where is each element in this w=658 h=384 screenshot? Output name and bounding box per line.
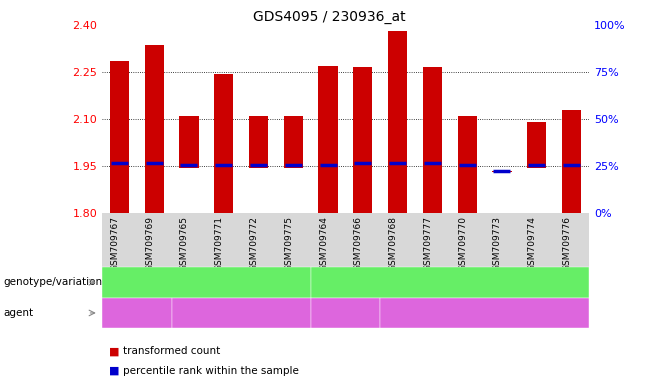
Text: tamoxifen: tamoxifen [107,306,166,319]
Bar [423,67,442,213]
Bar [318,66,338,213]
Bar [284,116,303,168]
Text: control: control [429,276,470,289]
Text: GSM709772: GSM709772 [249,216,259,271]
Text: GSM709776: GSM709776 [563,216,572,271]
Text: ■: ■ [109,346,119,356]
Text: GSM709777: GSM709777 [423,216,432,271]
Bar [249,116,268,168]
Bar [214,74,234,213]
Text: GSM709773: GSM709773 [493,216,502,271]
Bar [145,45,164,213]
Bar [492,171,511,172]
Bar [457,116,477,213]
Text: tamoxifen: tamoxifen [316,306,375,319]
Text: SRC1 knockdown: SRC1 knockdown [156,276,257,289]
Bar [562,110,581,213]
Text: GSM709769: GSM709769 [145,216,154,271]
Text: untreated: untreated [455,306,514,319]
Text: GSM709765: GSM709765 [180,216,189,271]
Bar [110,61,129,213]
Text: GSM709764: GSM709764 [319,216,328,271]
Bar [527,122,546,168]
Text: GSM709775: GSM709775 [284,216,293,271]
Text: GSM709774: GSM709774 [528,216,537,271]
Text: agent: agent [3,308,34,318]
Bar [388,31,407,213]
Text: GSM709770: GSM709770 [458,216,467,271]
Text: GSM709766: GSM709766 [354,216,363,271]
Text: ■: ■ [109,366,119,376]
Text: GSM709767: GSM709767 [111,216,119,271]
Text: percentile rank within the sample: percentile rank within the sample [123,366,299,376]
Text: GSM709771: GSM709771 [215,216,224,271]
Text: untreated: untreated [212,306,270,319]
Text: GSM709768: GSM709768 [389,216,397,271]
Text: genotype/variation: genotype/variation [3,277,103,287]
Bar [353,67,372,213]
Bar [180,116,199,168]
Text: transformed count: transformed count [123,346,220,356]
Text: GDS4095 / 230936_at: GDS4095 / 230936_at [253,10,405,23]
